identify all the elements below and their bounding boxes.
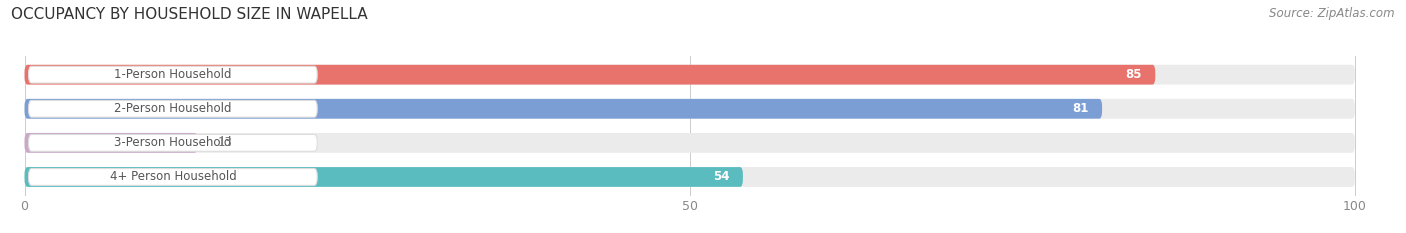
FancyBboxPatch shape — [24, 167, 742, 187]
Text: 2-Person Household: 2-Person Household — [114, 102, 232, 115]
Text: 85: 85 — [1125, 68, 1142, 81]
FancyBboxPatch shape — [28, 168, 318, 185]
Text: 3-Person Household: 3-Person Household — [114, 136, 232, 149]
Text: 54: 54 — [713, 171, 730, 183]
Text: 4+ Person Household: 4+ Person Household — [110, 171, 236, 183]
FancyBboxPatch shape — [24, 65, 1355, 85]
Text: Source: ZipAtlas.com: Source: ZipAtlas.com — [1270, 7, 1395, 20]
FancyBboxPatch shape — [24, 99, 1355, 119]
FancyBboxPatch shape — [28, 100, 318, 117]
FancyBboxPatch shape — [24, 167, 1355, 187]
FancyBboxPatch shape — [24, 133, 197, 153]
Text: 13: 13 — [218, 136, 232, 149]
Text: 1-Person Household: 1-Person Household — [114, 68, 232, 81]
FancyBboxPatch shape — [24, 133, 1355, 153]
FancyBboxPatch shape — [28, 66, 318, 83]
FancyBboxPatch shape — [24, 65, 1156, 85]
FancyBboxPatch shape — [24, 99, 1102, 119]
Text: OCCUPANCY BY HOUSEHOLD SIZE IN WAPELLA: OCCUPANCY BY HOUSEHOLD SIZE IN WAPELLA — [11, 7, 368, 22]
FancyBboxPatch shape — [28, 134, 318, 151]
Text: 81: 81 — [1073, 102, 1088, 115]
